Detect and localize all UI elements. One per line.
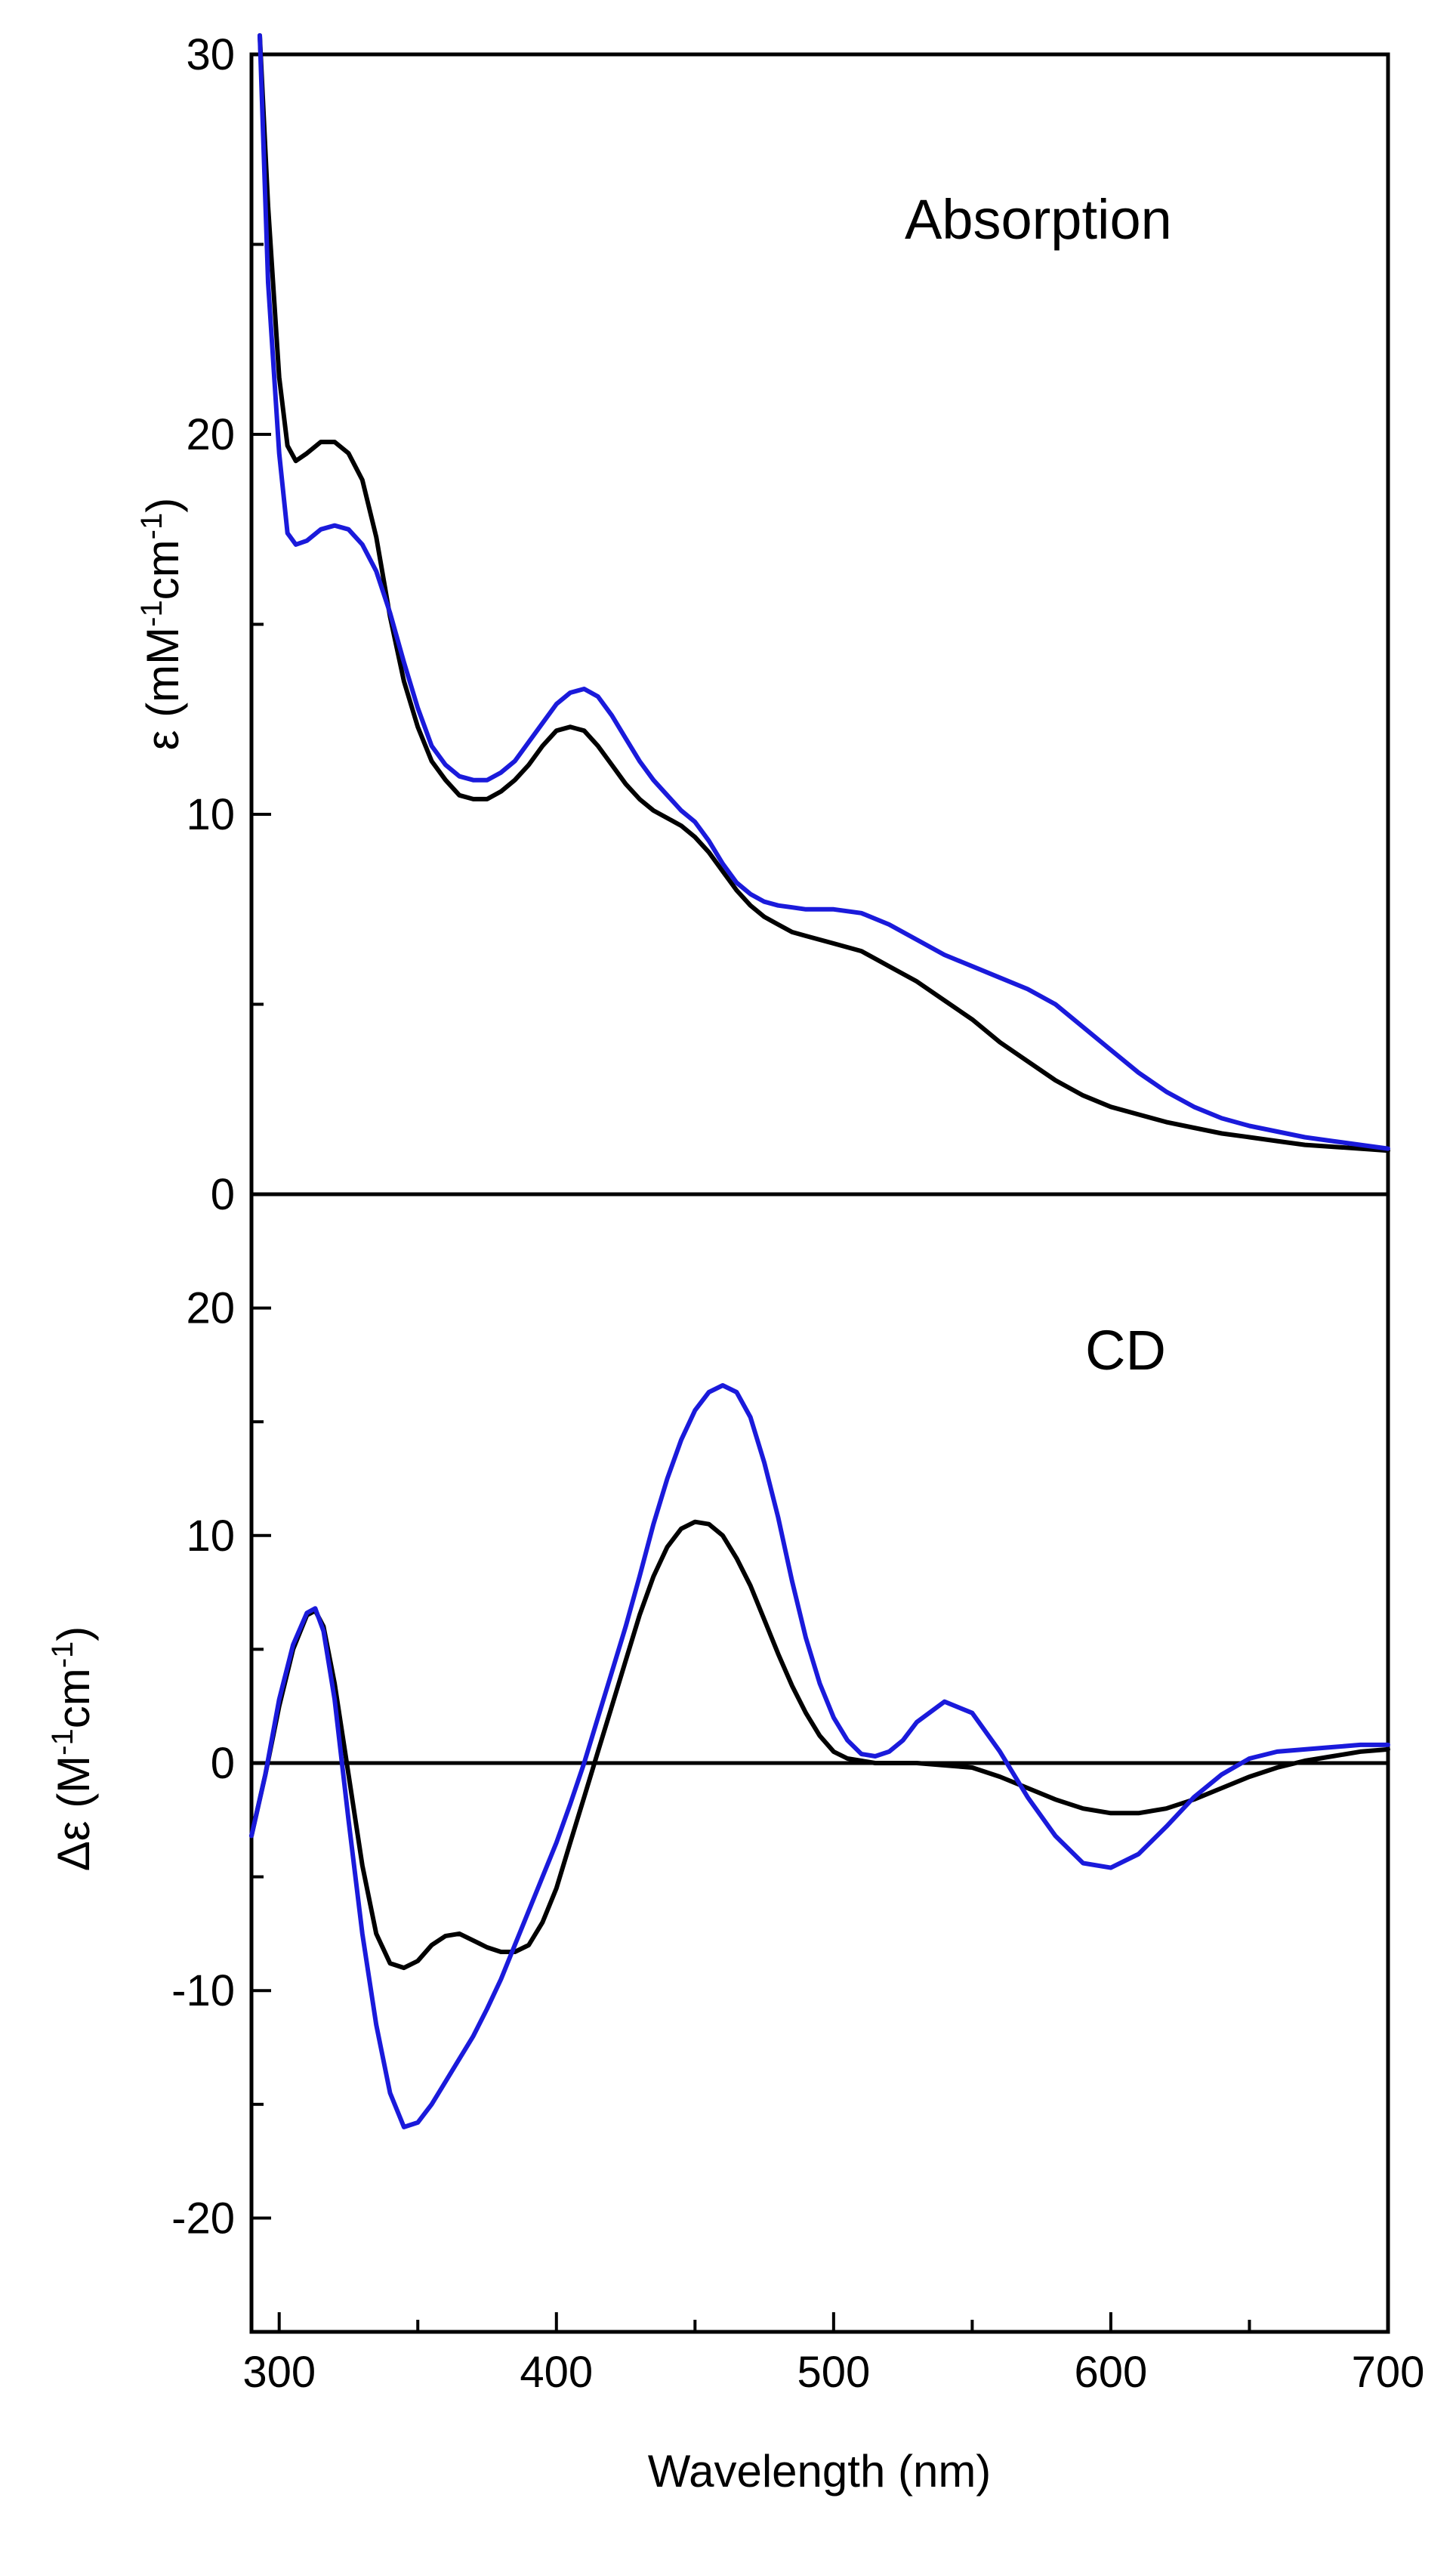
cd-y-tick-label: -20 <box>171 2194 235 2243</box>
x-tick-label: 700 <box>1352 2348 1425 2397</box>
absorption-series-line-2 <box>258 32 1390 1151</box>
absorption-y-axis-title: ε (mM-1cm-1) <box>135 498 188 750</box>
absorption-plot-frame <box>249 52 1390 1197</box>
cd-series-line-2 <box>249 1383 1390 2129</box>
x-ticks: 300 400 500 600 700 <box>242 2312 1424 2397</box>
x-axis-title: Wavelength (nm) <box>648 2446 992 2497</box>
cd-y-tick-label: 10 <box>186 1512 235 1561</box>
x-tick-label: 500 <box>797 2348 870 2397</box>
cd-y-tick-label: 20 <box>186 1284 235 1333</box>
x-tick-label: 600 <box>1075 2348 1148 2397</box>
x-tick-label: 400 <box>520 2348 593 2397</box>
cd-series-group <box>249 1383 1390 2129</box>
cd-y-tick-label: -10 <box>171 1966 235 2015</box>
absorption-series-group <box>258 32 1390 1153</box>
cd-y-ticks: -20 -10 0 10 20 <box>171 1193 271 2333</box>
cd-y-axis-title: Δε (M-1cm-1) <box>46 1626 99 1872</box>
absorption-y-tick-label: 30 <box>186 30 235 79</box>
x-tick-label: 300 <box>242 2348 316 2397</box>
absorption-y-tick-label: 20 <box>186 410 235 459</box>
absorption-panel-label: Absorption <box>905 188 1172 251</box>
absorption-y-ticks: 0 10 20 30 <box>186 30 271 1219</box>
absorption-y-tick-label: 10 <box>186 790 235 839</box>
absorption-y-tick-label: 0 <box>211 1170 235 1219</box>
absorption-series-line-1 <box>258 32 1390 1153</box>
cd-y-tick-label: 0 <box>211 1739 235 1788</box>
cd-series-line-1 <box>249 1519 1390 1971</box>
cd-panel-label: CD <box>1085 1319 1166 1382</box>
